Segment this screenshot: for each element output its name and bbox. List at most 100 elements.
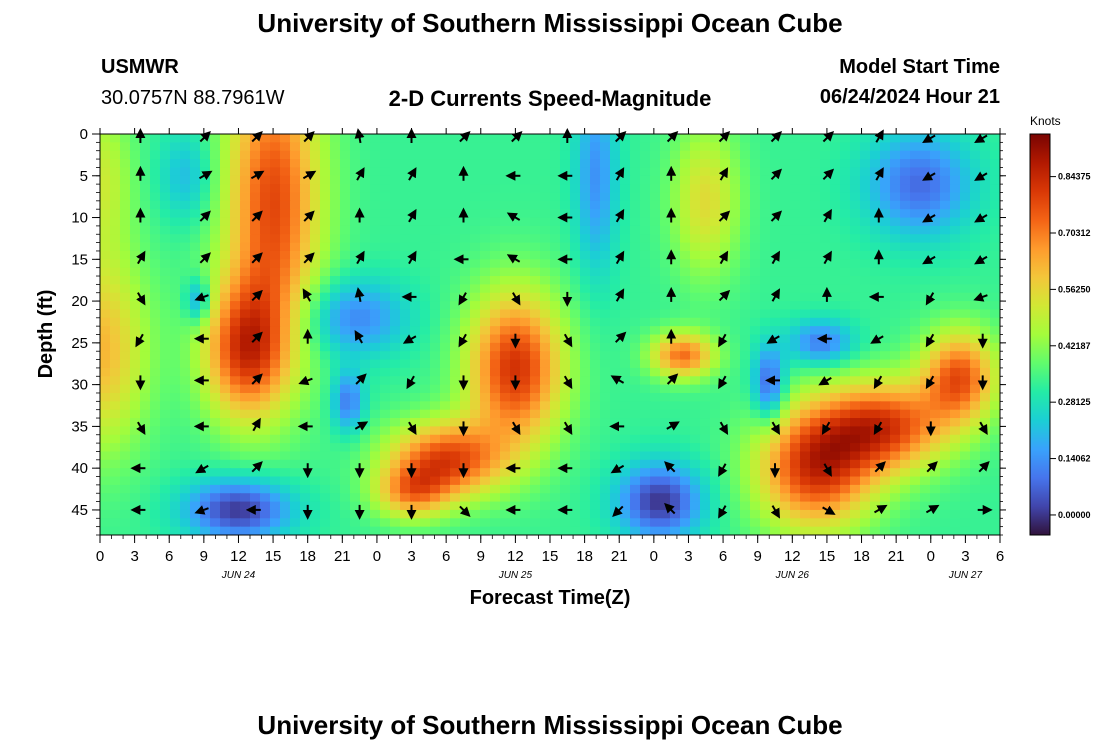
heat-cell <box>190 326 201 336</box>
heat-cell <box>830 443 841 453</box>
heat-cell <box>880 225 891 235</box>
heat-cell <box>830 242 841 252</box>
heat-cell <box>450 192 461 202</box>
heat-cell <box>280 451 291 461</box>
heat-cell <box>380 459 391 469</box>
heat-cell <box>840 192 851 202</box>
heat-cell <box>260 259 271 269</box>
heat-cell <box>460 200 471 210</box>
heat-cell <box>470 518 481 528</box>
heat-cell <box>840 376 851 386</box>
heat-cell <box>960 309 971 319</box>
heat-cell <box>700 526 711 535</box>
heat-cell <box>290 409 301 419</box>
heat-cell <box>290 518 301 528</box>
heat-cell <box>200 526 211 535</box>
heat-cell <box>730 267 741 277</box>
heat-cell <box>640 468 651 478</box>
heat-cell <box>760 184 771 194</box>
heat-cell <box>370 259 381 269</box>
heat-cell <box>300 175 311 185</box>
heat-cell <box>330 409 341 419</box>
heat-cell <box>850 434 861 444</box>
heat-cell <box>470 468 481 478</box>
heat-cell <box>110 326 121 336</box>
heat-cell <box>830 342 841 352</box>
heat-cell <box>370 459 381 469</box>
heat-cell <box>700 518 711 528</box>
heat-cell <box>840 468 851 478</box>
heat-cell <box>650 451 661 461</box>
current-vector <box>506 212 521 222</box>
heat-cell <box>430 184 441 194</box>
heat-cell <box>900 284 911 294</box>
heat-cell <box>260 501 271 511</box>
heat-cell <box>750 443 761 453</box>
heat-cell <box>550 259 561 269</box>
heat-cell <box>690 484 701 494</box>
heat-cell <box>480 443 491 453</box>
heat-cell <box>220 167 231 177</box>
heat-cell <box>230 376 241 386</box>
heat-cell <box>420 326 431 336</box>
heat-cell <box>500 392 511 402</box>
heatmap <box>100 134 1000 535</box>
heat-cell <box>270 192 281 202</box>
heat-cell <box>950 367 961 377</box>
heat-cell <box>710 509 721 519</box>
heat-cell <box>640 317 651 327</box>
heat-cell <box>660 342 671 352</box>
heat-cell <box>160 267 171 277</box>
heat-cell <box>370 192 381 202</box>
heat-cell <box>380 200 391 210</box>
heat-cell <box>780 392 791 402</box>
heat-cell <box>320 401 331 411</box>
heat-cell <box>430 342 441 352</box>
heat-cell <box>930 192 941 202</box>
heat-cell <box>310 409 321 419</box>
heat-cell <box>230 150 241 160</box>
heat-cell <box>200 359 211 369</box>
heat-cell <box>530 484 541 494</box>
heat-cell <box>650 167 661 177</box>
heat-cell <box>510 468 521 478</box>
heat-cell <box>320 359 331 369</box>
heat-cell <box>410 200 421 210</box>
heat-cell <box>470 418 481 427</box>
heat-cell <box>870 409 881 419</box>
heat-cell <box>330 217 341 227</box>
heat-cell <box>910 234 921 244</box>
heat-cell <box>580 301 591 311</box>
heat-cell <box>490 342 501 352</box>
heat-cell <box>880 484 891 494</box>
heat-cell <box>160 200 171 210</box>
heat-cell <box>610 359 621 369</box>
heat-cell <box>950 242 961 252</box>
heat-cell <box>770 351 781 361</box>
heat-cell <box>580 392 591 402</box>
heat-cell <box>400 234 411 244</box>
heat-cell <box>150 376 161 386</box>
heat-cell <box>350 409 361 419</box>
heat-cell <box>730 426 741 436</box>
heat-cell <box>900 376 911 386</box>
heat-cell <box>790 317 801 327</box>
heat-cell <box>760 276 771 285</box>
heat-cell <box>480 476 491 486</box>
heat-cell <box>380 276 391 285</box>
heat-cell <box>230 459 241 469</box>
heat-cell <box>900 459 911 469</box>
heat-cell <box>350 518 361 528</box>
heat-cell <box>570 426 581 436</box>
heat-cell <box>500 484 511 494</box>
heat-cell <box>960 459 971 469</box>
heat-cell <box>250 451 261 461</box>
heat-cell <box>910 351 921 361</box>
heat-cell <box>280 326 291 336</box>
heat-cell <box>940 459 951 469</box>
heat-cell <box>350 309 361 319</box>
heat-cell <box>120 376 131 386</box>
heat-cell <box>950 250 961 260</box>
heat-cell <box>340 526 351 535</box>
